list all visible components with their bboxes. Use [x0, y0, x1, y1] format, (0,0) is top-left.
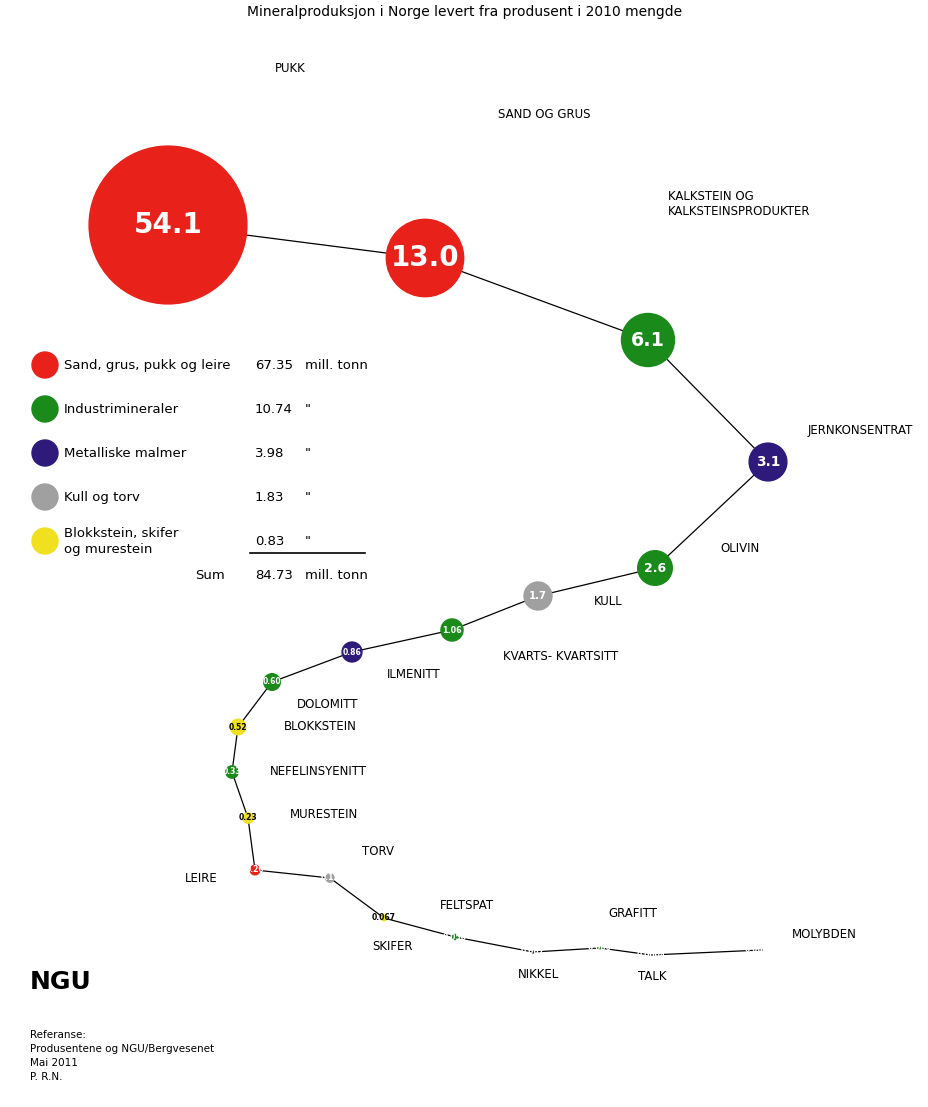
Text: Sum: Sum — [195, 569, 225, 581]
Text: BLOKKSTEIN: BLOKKSTEIN — [284, 720, 356, 733]
Circle shape — [32, 528, 58, 554]
Circle shape — [532, 951, 534, 953]
Text: KULL: KULL — [593, 594, 622, 608]
Text: 1.7: 1.7 — [528, 591, 547, 601]
Text: GRAFITT: GRAFITT — [607, 907, 656, 920]
Text: SAND OG GRUS: SAND OG GRUS — [497, 108, 590, 121]
Circle shape — [637, 550, 672, 586]
Text: 0.23: 0.23 — [238, 814, 257, 823]
Text: 0.15: 0.15 — [320, 873, 339, 882]
Text: 1.06: 1.06 — [442, 625, 461, 634]
Text: P. R.N.: P. R.N. — [30, 1072, 62, 1082]
Text: 67.35: 67.35 — [254, 359, 292, 372]
Text: 0.20: 0.20 — [245, 866, 264, 875]
Text: 0.00001: 0.00001 — [744, 945, 779, 954]
Text: mill. tonn: mill. tonn — [304, 359, 367, 372]
Text: TALK: TALK — [638, 970, 665, 983]
Text: NEFELINSYENITT: NEFELINSYENITT — [270, 765, 367, 778]
Text: 2.6: 2.6 — [643, 561, 665, 575]
Text: 0.056: 0.056 — [443, 932, 467, 941]
Text: ": " — [304, 490, 311, 504]
Text: MURESTEIN: MURESTEIN — [290, 808, 358, 821]
Text: 10.74: 10.74 — [254, 403, 292, 415]
Text: Mineralproduksjon i Norge levert fra produsent i 2010 mengde: Mineralproduksjon i Norge levert fra pro… — [247, 6, 681, 19]
Text: Sand, grus, pukk og leire: Sand, grus, pukk og leire — [64, 359, 230, 372]
Text: 3.1: 3.1 — [755, 455, 780, 469]
Circle shape — [242, 813, 252, 824]
Text: PUKK: PUKK — [275, 62, 305, 75]
Text: 13.0: 13.0 — [391, 244, 458, 272]
Circle shape — [264, 674, 280, 691]
Text: OLIVIN: OLIVIN — [719, 541, 758, 555]
Text: Referanse:: Referanse: — [30, 1030, 86, 1039]
Text: 0.83: 0.83 — [254, 535, 284, 548]
Text: FELTSPAT: FELTSPAT — [440, 899, 494, 912]
Text: 6.1: 6.1 — [630, 331, 664, 350]
Text: Blokkstein, skifer
og murestein: Blokkstein, skifer og murestein — [64, 527, 178, 556]
Text: MOLYBDEN: MOLYBDEN — [792, 928, 856, 941]
Text: ": " — [304, 403, 311, 415]
Text: 0.52: 0.52 — [228, 723, 247, 732]
Text: 0.86: 0.86 — [342, 648, 361, 656]
Text: mill. tonn: mill. tonn — [304, 569, 367, 581]
Text: NIKKEL: NIKKEL — [518, 968, 559, 981]
Circle shape — [226, 766, 238, 778]
Text: 0.33: 0.33 — [223, 767, 241, 776]
Text: ILMENITT: ILMENITT — [387, 668, 440, 681]
Circle shape — [32, 352, 58, 377]
Text: 3.98: 3.98 — [254, 446, 284, 459]
Text: ": " — [304, 535, 311, 548]
Circle shape — [599, 948, 600, 949]
Text: 0.007: 0.007 — [521, 948, 545, 956]
Text: KVARTS- KVARTSITT: KVARTS- KVARTSITT — [502, 650, 618, 663]
Text: Metalliske malmer: Metalliske malmer — [64, 446, 186, 459]
Circle shape — [452, 934, 458, 940]
Circle shape — [32, 484, 58, 510]
Circle shape — [621, 313, 674, 366]
Circle shape — [89, 146, 247, 304]
Circle shape — [32, 439, 58, 466]
Text: NGU: NGU — [30, 970, 92, 994]
Text: 0.067: 0.067 — [371, 913, 395, 922]
Circle shape — [380, 915, 386, 921]
Text: 84.73: 84.73 — [254, 569, 292, 581]
Text: Kull og torv: Kull og torv — [64, 490, 140, 504]
Text: Industrimineraler: Industrimineraler — [64, 403, 179, 415]
Text: Produsentene og NGU/Bergvesenet: Produsentene og NGU/Bergvesenet — [30, 1044, 213, 1054]
Text: 54.1: 54.1 — [134, 211, 202, 239]
Text: LEIRE: LEIRE — [185, 871, 218, 884]
Circle shape — [342, 642, 362, 662]
Circle shape — [386, 219, 463, 297]
Circle shape — [32, 396, 58, 422]
Text: 0.0004: 0.0004 — [636, 951, 664, 960]
Circle shape — [250, 866, 260, 875]
Text: 0.006: 0.006 — [587, 943, 612, 952]
Text: KALKSTEIN OG
KALKSTEINSPRODUKTER: KALKSTEIN OG KALKSTEINSPRODUKTER — [667, 190, 809, 218]
Text: SKIFER: SKIFER — [371, 940, 412, 953]
Circle shape — [441, 619, 462, 641]
Circle shape — [230, 720, 246, 735]
Text: Mai 2011: Mai 2011 — [30, 1058, 78, 1068]
Text: TORV: TORV — [362, 845, 393, 858]
Circle shape — [326, 873, 334, 882]
Circle shape — [523, 582, 551, 610]
Text: ": " — [304, 446, 311, 459]
Text: DOLOMITT: DOLOMITT — [297, 699, 358, 711]
Text: JERNKONSENTRAT: JERNKONSENTRAT — [807, 424, 912, 436]
Text: 1.83: 1.83 — [254, 490, 284, 504]
Circle shape — [748, 443, 786, 480]
Text: 0.60: 0.60 — [263, 677, 281, 686]
